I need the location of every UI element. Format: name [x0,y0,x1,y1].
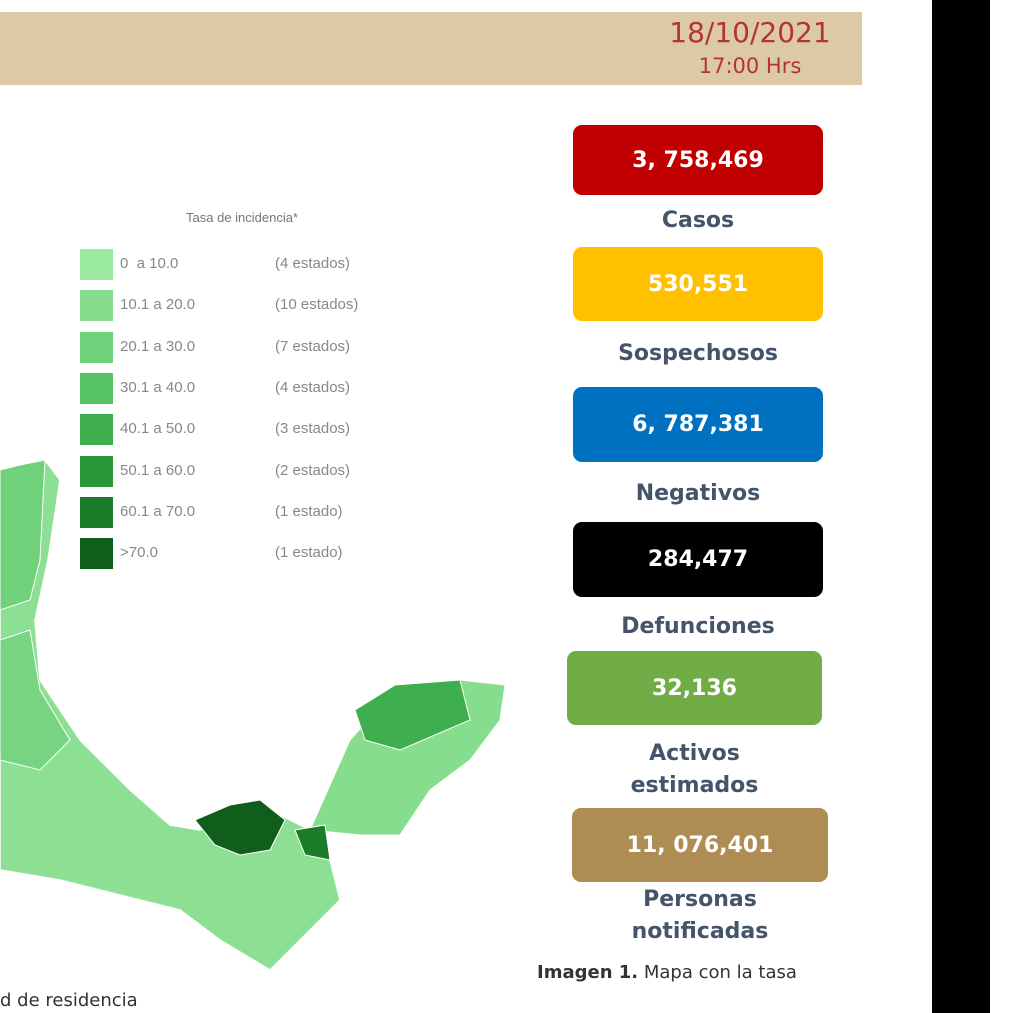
legend-swatch [80,331,113,363]
stat-label: Sospechosos [618,341,778,366]
stat-box: 530,551 [573,247,823,321]
legend-count: (4 estados) [275,378,351,396]
stat-box: 32,136 [567,651,822,725]
map-region [194,799,286,856]
legend-count: (1 estado) [275,544,343,562]
legend-range: 50.1 a 60.0 [120,461,196,479]
legend-swatch [80,496,113,528]
legend-range: 0 a 10.0 [120,255,179,272]
stat-label: Negativos [635,481,761,506]
map-region [0,459,46,611]
legend-range: >70.0 [120,544,158,562]
legend-count: (7 estados) [275,337,351,355]
map-region [294,824,331,861]
side-bar [932,0,990,1013]
caption-bold: Imagen 1. [537,962,639,983]
map [0,459,506,971]
date: 18/10/2021 [669,16,831,49]
legend-swatch [80,290,113,322]
footnote: d de residencia [0,990,138,1011]
stat-label: Personas notificadas [631,887,769,944]
legend-swatch [80,455,113,487]
stat-box: 6, 787,381 [573,387,823,462]
caption: Imagen 1. Mapa con la tasa [537,962,797,983]
time: 17:00 Hrs [698,54,802,78]
legend-count: (10 estados) [275,296,359,314]
legend-swatch [80,538,113,570]
legend-swatch [80,414,113,446]
stat-box: 3, 758,469 [573,125,823,195]
header-band [0,12,862,85]
legend-range: 10.1 a 20.0 [120,296,196,314]
legend-title: Tasa de incidencia* [186,210,299,225]
legend-count: (4 estados) [275,255,351,272]
caption-text: Mapa con la tasa [643,962,797,983]
legend-range: 20.1 a 30.0 [120,337,196,355]
legend-range: 30.1 a 40.0 [120,378,196,396]
map-region [354,679,471,751]
legend-swatch [80,249,113,280]
stat-label: Casos [661,208,735,233]
stat-label: Defunciones [621,614,775,639]
map-region [0,629,71,771]
legend-range: 40.1 a 50.0 [120,420,196,438]
legend-count: (2 estados) [275,461,351,479]
stat-box: 284,477 [573,522,823,597]
stat-label: Activos estimados [630,741,759,798]
stat-box: 11, 076,401 [572,808,828,882]
legend-count: (3 estados) [275,420,351,438]
legend-count: (1 estado) [275,502,343,520]
legend-range: 60.1 a 70.0 [120,502,196,520]
legend-swatch [80,372,113,404]
